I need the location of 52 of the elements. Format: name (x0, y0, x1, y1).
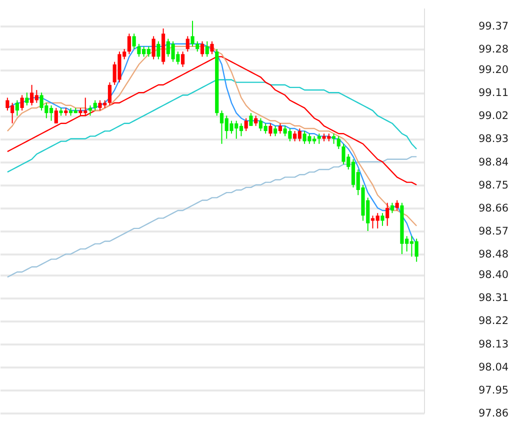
candlestick (156, 40, 160, 60)
candlestick (390, 202, 394, 214)
y-tick-label: 98.22 (478, 315, 509, 328)
line-series (6, 56, 418, 186)
candlestick (278, 122, 282, 134)
line-series (6, 156, 418, 278)
candlestick (196, 40, 200, 52)
y-tick-label: 97.86 (478, 408, 509, 420)
candlestick (15, 100, 19, 116)
candlestick (274, 125, 278, 137)
candlestick (152, 36, 156, 60)
candlestick (317, 133, 321, 144)
y-tick-label: 99.11 (478, 87, 509, 100)
candlestick (54, 107, 58, 124)
y-tick-label: 98.93 (478, 133, 509, 146)
candlestick (132, 33, 136, 50)
candlestick (254, 115, 258, 126)
candlestick (127, 33, 131, 55)
y-tick-label: 99.37 (478, 20, 509, 32)
candlestick (210, 40, 214, 55)
candlestick (332, 133, 336, 144)
candlestick (190, 20, 194, 47)
candlestick (25, 92, 29, 106)
candlestick (88, 104, 92, 116)
candlestick (386, 202, 390, 226)
line-series (6, 79, 418, 173)
candlestick (336, 136, 340, 150)
candlestick (249, 112, 253, 126)
candlestick (20, 94, 24, 112)
candlestick (93, 100, 97, 112)
y-tick-label: 98.31 (478, 292, 509, 304)
y-tick-label: 98.57 (478, 226, 509, 238)
y-tick-label: 99.28 (478, 44, 509, 56)
candlestick (244, 118, 248, 132)
y-tick-label: 98.40 (478, 269, 509, 282)
candlestick (205, 40, 209, 58)
y-tick-label: 99.20 (478, 64, 509, 76)
candlestick (380, 212, 384, 226)
y-tick-label: 98.84 (478, 156, 509, 168)
candlestick (180, 51, 185, 68)
y-tick-label: 98.48 (478, 248, 509, 261)
y-tick-label: 99.02 (478, 110, 509, 122)
y-tick-label: 98.75 (478, 179, 509, 192)
candlestick (200, 40, 204, 58)
y-tick-label: 97.95 (478, 384, 509, 396)
candlestick (395, 200, 399, 211)
y-tick-label: 98.66 (478, 202, 509, 214)
y-tick-label: 98.13 (478, 338, 509, 350)
candlestick (186, 36, 190, 52)
y-tick-label: 98.04 (478, 361, 509, 374)
candlestick (108, 82, 112, 106)
candlestick (268, 122, 272, 137)
